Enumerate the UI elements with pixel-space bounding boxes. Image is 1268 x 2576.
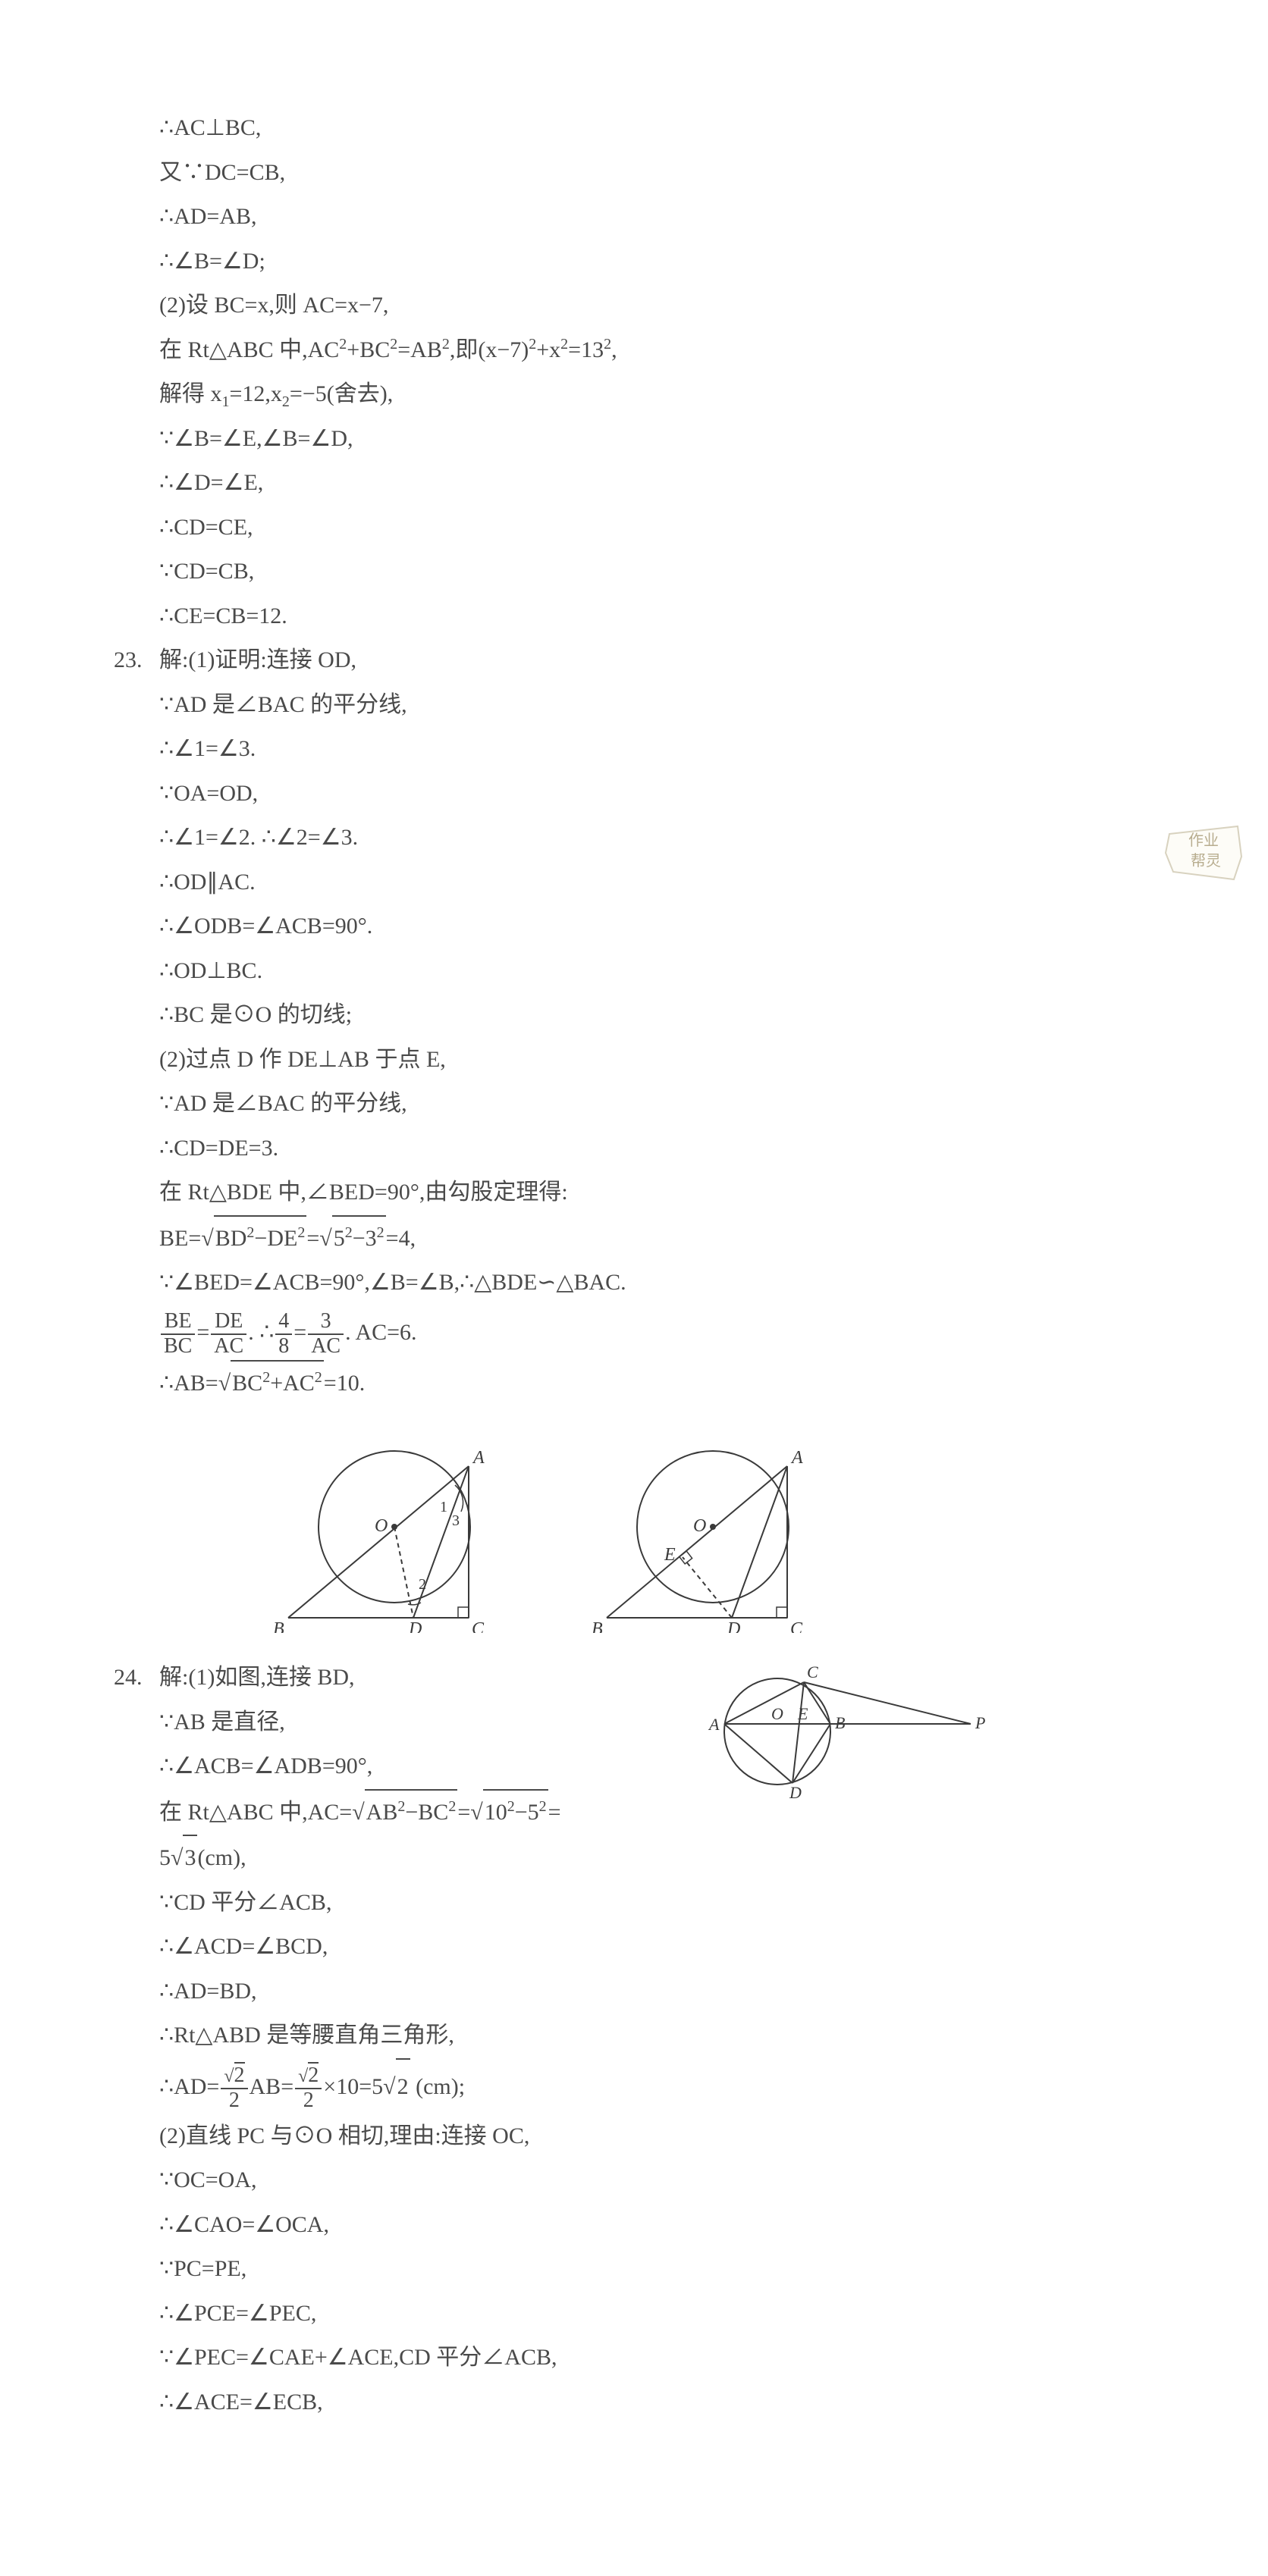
proof-line: 又∵DC=CB, [91,151,1039,196]
proof-line: ∴∠PCE=∠PEC, [91,2292,1039,2336]
svg-text:3: 3 [452,1512,460,1529]
proof-line: ∵AD 是∠BAC 的平分线, [91,683,1039,728]
proof-line: ∴CE=CB=12. [91,594,1039,639]
proof-line: ∴∠ACD=∠BCD, [91,1925,1039,1970]
proof-line: ∴∠ODB=∠ACB=90°. [91,904,1039,949]
proof-line: ∴∠1=∠3. [91,727,1039,772]
proof-line: ∵∠BED=∠ACB=90°,∠B=∠B,∴△BDE∽△BAC. [91,1261,1039,1305]
svg-text:作业: 作业 [1188,832,1219,849]
svg-text:D: D [727,1619,740,1633]
svg-text:C: C [807,1663,818,1681]
proof-line: ∵OC=OA, [91,2158,1039,2203]
diagram-24-wrap: A B C D OE P [698,1663,993,1816]
proof-line: ∵CD 平分∠ACB, [91,1881,1039,1926]
diagram-row-23: O A B C D 13 2 O A B C D E [243,1428,1039,1633]
svg-text:A: A [790,1448,803,1468]
svg-text:D: D [408,1619,422,1633]
proof-line: ∴AB=BC2+AC2=10. [91,1360,1039,1406]
proof-line: 在 Rt△ABC 中,AC2+BC2=AB2,即(x−7)2+x2=132, [91,328,1039,373]
proof-line: ∴AC⊥BC, [91,106,1039,151]
proof-line: (2)过点 D 作 DE⊥AB 于点 E, [91,1038,1039,1083]
svg-text:帮灵: 帮灵 [1191,852,1221,870]
diagram-23a: O A B C D 13 2 [243,1428,531,1633]
proof-line: ∵CD=CB, [91,550,1039,594]
svg-text:1: 1 [440,1499,447,1515]
svg-text:B: B [273,1619,284,1633]
svg-text:B: B [835,1713,845,1732]
proof-line: ∵∠B=∠E,∠B=∠D, [91,417,1039,462]
svg-text:E: E [664,1545,676,1565]
svg-text:C: C [790,1619,803,1633]
proof-line: ∵AD 是∠BAC 的平分线, [91,1082,1039,1127]
proof-line: ∴AD=√22AB=√22×10=52 (cm); [91,2058,1039,2114]
question-24-block: ABCDOEP 24.解:(1)如图,连接 BD, ∵AB 是直径, ∴∠ACB… [91,1656,1039,2424]
proof-line: 53(cm), [91,1835,1039,1881]
proof-line: ∴Rt△ABD 是等腰直角三角形, [91,2013,1039,2058]
svg-text:O: O [693,1516,706,1536]
svg-text:A: A [472,1448,485,1468]
proof-line: ∵OA=OD, [91,772,1039,816]
proof-line: ∴OD⊥BC. [91,949,1039,994]
proof-line: ∵PC=PE, [91,2247,1039,2292]
proof-line: ∵∠PEC=∠CAE+∠ACE,CD 平分∠ACB, [91,2336,1039,2380]
proof-line: BEBC=DEAC. ∴48=3AC. AC=6. [91,1305,1039,1360]
svg-text:P: P [975,1713,985,1732]
svg-text:2: 2 [419,1576,426,1593]
svg-text:A: A [708,1715,720,1734]
proof-line: (2)设 BC=x,则 AC=x−7, [91,284,1039,328]
proof-line: ∴∠D=∠E, [91,461,1039,506]
svg-text:D: D [789,1783,802,1800]
badge-svg: 作业 帮灵 [1162,819,1245,887]
proof-line: 解得 x1=12,x2=−5(舍去), [91,372,1039,417]
proof-line: ∴OD∥AC. [91,860,1039,905]
proof-line: (2)直线 PC 与⊙O 相切,理由:连接 OC, [91,2114,1039,2159]
proof-line: ∴BC 是⊙O 的切线; [91,993,1039,1038]
question-number: 24. [114,1656,159,1700]
svg-text:C: C [472,1619,485,1633]
proof-line: ∴∠ACE=∠ECB, [91,2380,1039,2425]
proof-line: ∴CD=CE, [91,506,1039,550]
question-23: 23.解:(1)证明:连接 OD, [91,638,1039,683]
question-number: 23. [114,638,159,683]
proof-line: 在 Rt△BDE 中,∠BED=90°,由勾股定理得: [91,1170,1039,1215]
proof-line: ∴∠CAO=∠OCA, [91,2203,1039,2248]
proof-line: BE=BD2−DE2=52−32=4, [91,1215,1039,1261]
proof-line: ∴CD=DE=3. [91,1127,1039,1171]
diagram-23b: O A B C D E [561,1428,849,1633]
content-column: ∴AC⊥BC, 又∵DC=CB, ∴AD=AB, ∴∠B=∠D; (2)设 BC… [91,106,1039,2424]
svg-text:E: E [797,1704,808,1723]
svg-text:B: B [592,1619,603,1633]
svg-text:O: O [771,1704,783,1723]
proof-line: ∴AD=BD, [91,1970,1039,2014]
page: 作业 帮灵 ∴AC⊥BC, 又∵DC=CB, ∴AD=AB, ∴∠B=∠D; (… [0,0,1268,2576]
diagram-24: A B C D OE P [698,1663,993,1800]
proof-line: ∴AD=AB, [91,195,1039,240]
proof-line: ∴∠1=∠2. ∴∠2=∠3. [91,816,1039,860]
svg-text:O: O [375,1516,388,1536]
proof-line: ∴∠B=∠D; [91,240,1039,284]
watermark-badge: 作业 帮灵 [1162,819,1245,887]
